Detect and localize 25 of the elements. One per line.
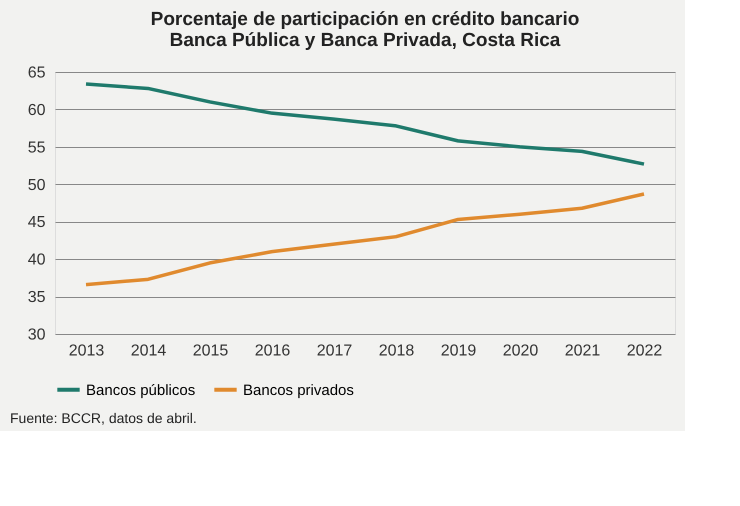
text: Banca Pública y Banca Privada, Costa Rica <box>170 30 560 51</box>
y-tick-label: 35 <box>28 289 46 306</box>
x-tick-label: 2022 <box>626 342 662 360</box>
x-tick-label: 2021 <box>564 342 600 360</box>
y-tick-label: 65 <box>28 64 46 82</box>
legend-label: Bancos públicos <box>86 382 196 399</box>
y-tick-label: 50 <box>28 176 46 194</box>
x-tick-label: 2017 <box>316 342 352 360</box>
y-tick-label: 45 <box>28 214 46 232</box>
line-series <box>84 192 646 286</box>
source-note: Fuente: BCCR, datos de abril. <box>10 410 197 426</box>
x-tick-label: 2016 <box>254 342 290 360</box>
y-tick-label: 60 <box>28 102 46 119</box>
y-tick-label: 30 <box>28 326 46 344</box>
text: Porcentaje de participación en crédito bancario <box>150 9 580 30</box>
x-tick-label: 2019 <box>440 342 476 360</box>
x-tick-label: 2015 <box>192 342 228 360</box>
y-tick-label: 40 <box>28 252 46 269</box>
x-tick-label: 2013 <box>68 342 104 360</box>
legend-label: Bancos privados <box>243 382 354 399</box>
x-tick-label: 2014 <box>130 342 166 360</box>
x-tick-label: 2020 <box>502 342 538 360</box>
line-series <box>84 82 646 166</box>
y-tick-label: 55 <box>28 139 46 156</box>
x-tick-label: 2018 <box>378 342 414 360</box>
